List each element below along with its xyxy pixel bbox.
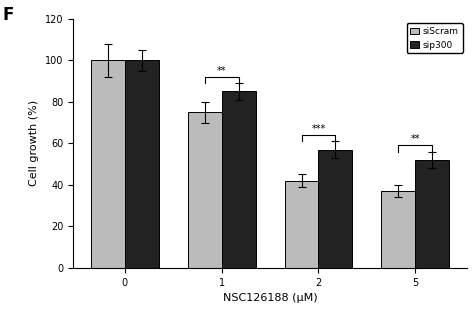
Bar bbox=[319, 149, 352, 268]
Text: F: F bbox=[2, 7, 14, 24]
Text: ***: *** bbox=[311, 124, 326, 134]
Bar bbox=[91, 60, 125, 268]
Text: **: ** bbox=[217, 66, 227, 76]
Bar bbox=[284, 181, 319, 268]
X-axis label: NSC126188 (μM): NSC126188 (μM) bbox=[223, 293, 318, 303]
Bar bbox=[125, 60, 159, 268]
Y-axis label: Cell growth (%): Cell growth (%) bbox=[29, 100, 39, 186]
Bar bbox=[222, 91, 255, 268]
Text: **: ** bbox=[410, 134, 420, 144]
Legend: siScram, sip300: siScram, sip300 bbox=[407, 23, 463, 53]
Bar bbox=[382, 191, 415, 268]
Bar bbox=[415, 160, 449, 268]
Bar bbox=[188, 112, 222, 268]
